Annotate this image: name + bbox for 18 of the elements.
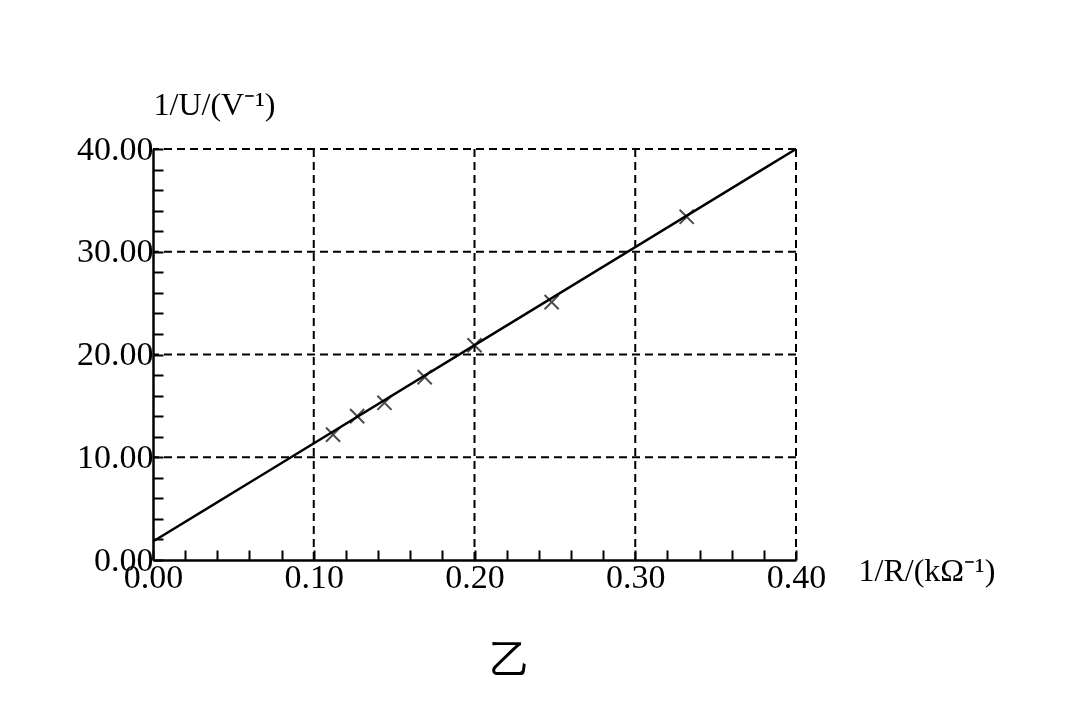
x-axis-title: 1/R/(kΩ⁻¹)	[858, 551, 996, 588]
point	[349, 408, 366, 425]
x-tick-label: 0.40	[766, 557, 827, 595]
x-tick-label: 0.10	[284, 557, 344, 595]
y-tick-label: 10.00	[77, 437, 154, 475]
point	[324, 426, 342, 443]
y-tick-label: 20.00	[77, 335, 154, 372]
y-axis-title: 1/U/(V⁻¹)	[153, 85, 276, 122]
point	[466, 337, 483, 354]
y-tick-label: 30.00	[77, 232, 154, 270]
text: 乙	[490, 637, 530, 682]
point	[543, 294, 560, 311]
y-tick-label: 40.00	[77, 129, 154, 167]
point	[416, 369, 433, 386]
x-tick-label: 0.30	[606, 557, 666, 595]
point	[678, 208, 695, 225]
x-tick-label: 0.20	[445, 557, 505, 595]
point	[376, 394, 393, 411]
